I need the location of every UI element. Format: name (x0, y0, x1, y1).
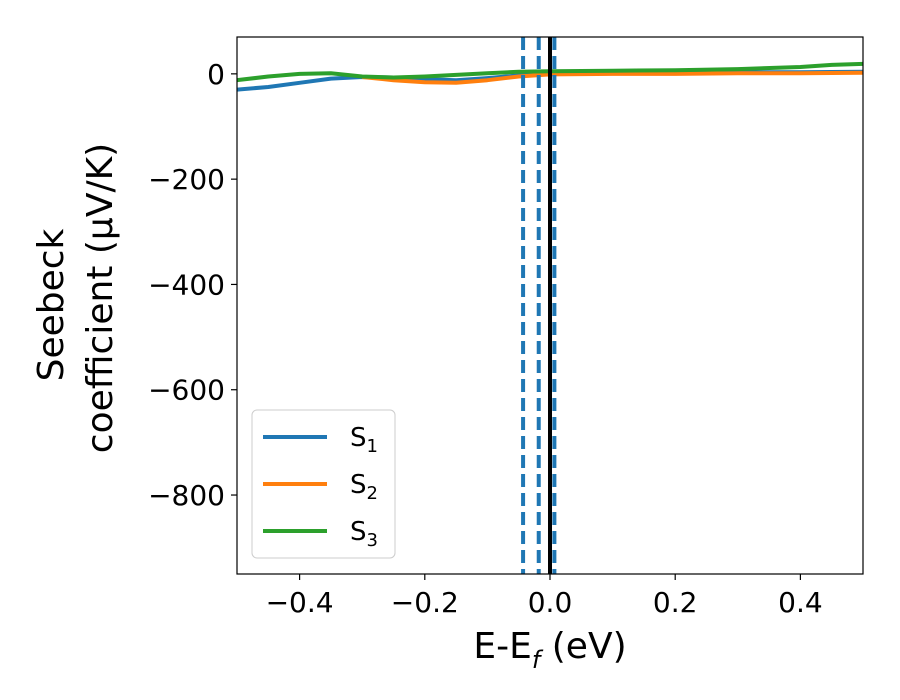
y-axis-title-line2: coefficient (μV/K) (80, 143, 121, 453)
legend: S1 S2 S3 (251, 409, 396, 559)
y-tick-label: −200 (148, 163, 225, 196)
legend-label-s2: S2 (350, 470, 378, 504)
y-axis-title-line1: Seebeck (31, 228, 72, 381)
x-tick-label: −0.4 (266, 586, 334, 619)
y-tick-label: −600 (148, 374, 225, 407)
series-line-s2 (361, 70, 863, 85)
y-tick-label: −800 (148, 479, 225, 512)
y-tick-label: −400 (148, 268, 225, 301)
x-axis-title: E-Ef (eV) (473, 626, 626, 674)
x-tick-label: 0.0 (528, 586, 573, 619)
y-tick-label: 0 (207, 58, 225, 91)
x-tick-label: 0.4 (778, 586, 823, 619)
series-line-s3 (237, 61, 863, 83)
legend-label-s3: S3 (350, 517, 378, 551)
x-tick-label: −0.2 (391, 586, 459, 619)
legend-label-s1: S1 (350, 423, 378, 457)
x-tick-label: 0.2 (653, 586, 698, 619)
